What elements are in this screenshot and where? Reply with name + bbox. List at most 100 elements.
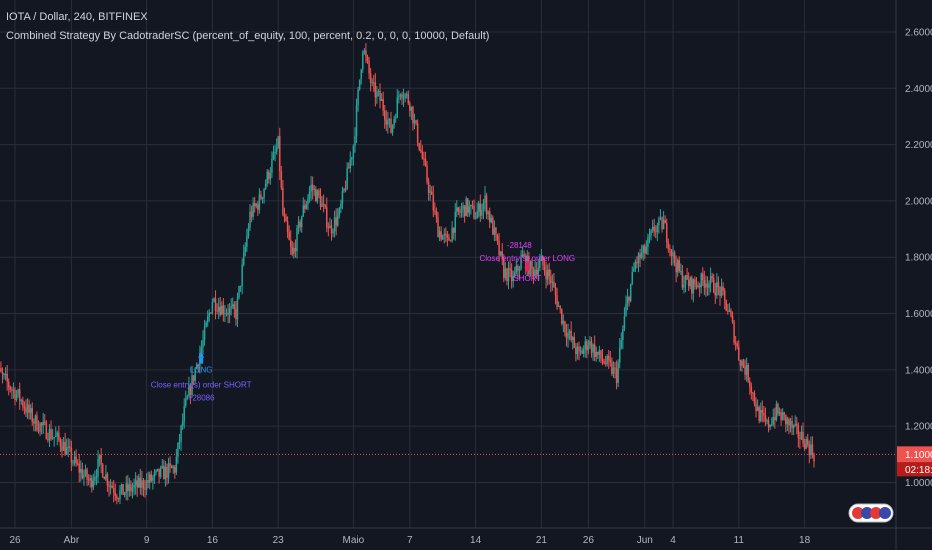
candle-body bbox=[435, 210, 438, 218]
candle bbox=[413, 113, 416, 130]
candle bbox=[103, 476, 106, 480]
candle bbox=[142, 478, 145, 497]
short-arrow-icon bbox=[524, 267, 531, 274]
candle bbox=[17, 388, 19, 398]
candle bbox=[202, 330, 204, 355]
time-axis[interactable]: 26 Abr 9 16 23 Maio 7 14 21 26 Jun 4 11 18 bbox=[0, 527, 932, 546]
candle bbox=[593, 335, 596, 362]
candle-body bbox=[443, 233, 446, 236]
candle-body bbox=[177, 442, 179, 457]
candle-body bbox=[631, 271, 634, 284]
study-legend[interactable]: Combined Strategy By CadotraderSC (perce… bbox=[6, 30, 490, 42]
candle bbox=[11, 386, 13, 400]
candle-body bbox=[286, 221, 289, 233]
candle-body bbox=[4, 373, 7, 375]
candle bbox=[412, 105, 414, 131]
candle bbox=[788, 417, 790, 435]
candle-body bbox=[529, 261, 532, 275]
candle bbox=[539, 254, 541, 272]
candle-body bbox=[597, 351, 599, 355]
candle bbox=[438, 226, 441, 242]
candle bbox=[446, 230, 449, 247]
candle-body bbox=[409, 103, 411, 111]
candle-body bbox=[792, 425, 795, 429]
candle bbox=[523, 250, 525, 258]
candle bbox=[205, 320, 207, 328]
candle-body bbox=[681, 270, 684, 288]
candle bbox=[512, 270, 514, 288]
candle-body bbox=[564, 321, 566, 333]
candle-body bbox=[477, 203, 480, 212]
candle bbox=[409, 101, 411, 117]
candle bbox=[443, 228, 446, 244]
candle-body bbox=[189, 386, 192, 395]
short-arrow-stem bbox=[525, 261, 530, 268]
candle bbox=[440, 226, 442, 242]
candle bbox=[792, 424, 795, 436]
candle bbox=[664, 215, 666, 224]
candle bbox=[492, 215, 494, 236]
candle bbox=[294, 239, 297, 258]
candle-body bbox=[441, 235, 444, 240]
candle-body bbox=[227, 312, 229, 315]
candle bbox=[545, 261, 547, 289]
candle bbox=[374, 73, 377, 107]
candle-body bbox=[725, 299, 728, 311]
candle bbox=[681, 265, 684, 291]
candle bbox=[639, 248, 641, 268]
candle bbox=[590, 337, 593, 358]
candle-body bbox=[398, 96, 400, 98]
candle bbox=[70, 440, 73, 472]
price-axis[interactable]: 2.6000 2.4000 2.2000 2.0000 1.8000 1.6000 1.40… bbox=[895, 0, 932, 550]
candle bbox=[249, 203, 251, 231]
candle-body bbox=[589, 341, 591, 346]
candle bbox=[310, 175, 312, 201]
candle bbox=[153, 469, 156, 484]
candle-body bbox=[405, 94, 408, 96]
candle bbox=[529, 260, 532, 277]
candle-body bbox=[467, 198, 469, 213]
candle bbox=[105, 464, 107, 482]
candle-body bbox=[557, 305, 560, 307]
candle bbox=[368, 57, 370, 80]
candle-body bbox=[766, 420, 768, 422]
candle-body bbox=[673, 252, 676, 263]
candle-body bbox=[0, 368, 2, 372]
candle bbox=[499, 251, 502, 257]
candle bbox=[130, 480, 132, 497]
candle-body bbox=[275, 147, 278, 152]
candle bbox=[195, 362, 198, 370]
candle bbox=[394, 113, 397, 123]
candle bbox=[313, 185, 315, 196]
candle bbox=[542, 255, 544, 271]
candle bbox=[617, 359, 619, 387]
candle bbox=[349, 151, 352, 173]
candle bbox=[509, 259, 511, 278]
candle bbox=[34, 414, 37, 432]
candle bbox=[662, 211, 665, 230]
candle bbox=[211, 298, 214, 315]
candle bbox=[484, 186, 486, 212]
candle-body bbox=[202, 339, 204, 348]
candle-body bbox=[752, 392, 754, 394]
candle-body bbox=[236, 297, 239, 320]
bar-countdown-label: 02:18:43 bbox=[905, 465, 932, 476]
candle bbox=[122, 484, 124, 496]
time-tick-label: 18 bbox=[799, 535, 811, 546]
candle-body bbox=[376, 91, 378, 98]
candle-body bbox=[362, 52, 364, 70]
candle-body bbox=[680, 270, 682, 272]
trade-annotation: Close entry(s) order LONG bbox=[480, 254, 576, 263]
candle-body bbox=[686, 275, 688, 280]
candle bbox=[813, 452, 815, 468]
candle-body bbox=[423, 158, 425, 160]
candle bbox=[169, 456, 171, 473]
candle-body bbox=[662, 220, 665, 230]
candle bbox=[791, 415, 793, 436]
candle bbox=[58, 425, 60, 443]
candle bbox=[1, 367, 4, 384]
candle bbox=[148, 471, 151, 490]
candle-body bbox=[716, 282, 718, 296]
candle-body bbox=[728, 310, 731, 312]
